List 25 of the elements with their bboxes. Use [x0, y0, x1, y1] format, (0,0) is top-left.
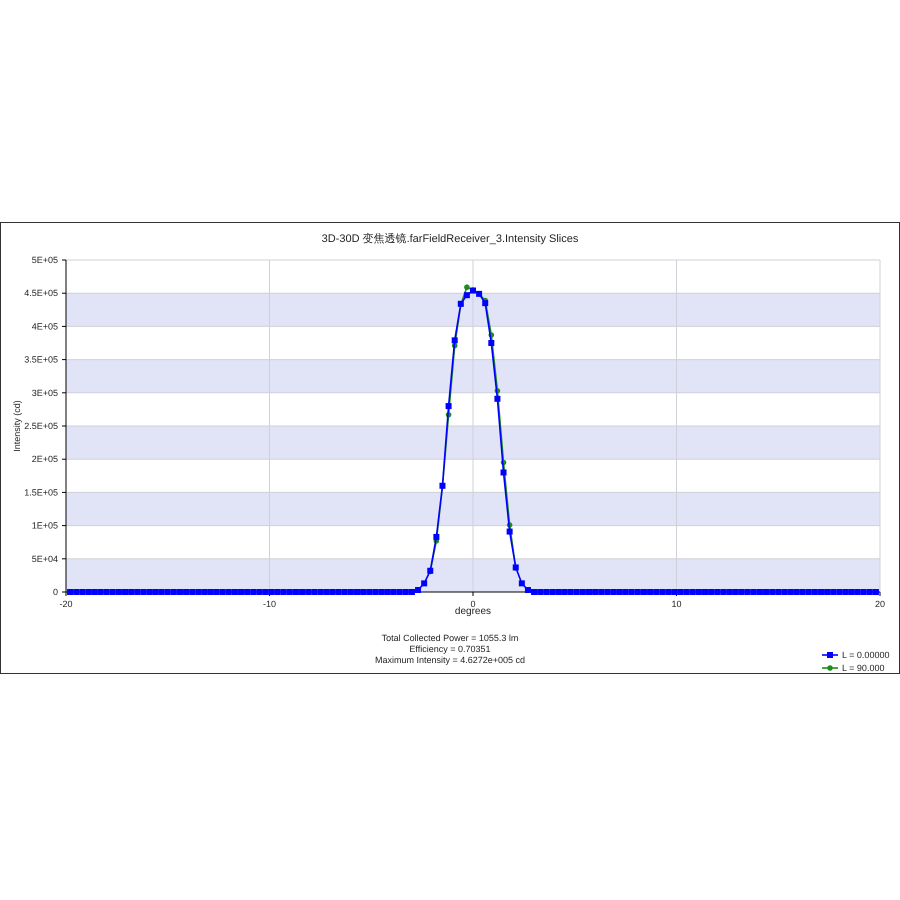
x-tick-label: -20 [59, 599, 73, 609]
y-tick-label: 3.5E+05 [24, 354, 58, 365]
legend-label: L = 0.00000 [842, 650, 890, 660]
x-tick-label: -10 [262, 599, 276, 609]
text: Efficiency = 0.70351 [409, 644, 491, 654]
text: Total Collected Power = 1055.3 lm [382, 633, 518, 643]
y-axis-title: Intensity (cd) [12, 400, 22, 452]
text: Maximum Intensity = 4.6272e+005 cd [374, 655, 526, 665]
y-tick-label: 0 [52, 587, 58, 597]
x-axis-title: degrees [454, 606, 492, 617]
x-tick-label: 0 [470, 599, 476, 609]
x-tick-label: 10 [671, 599, 682, 609]
y-tick-label: 1.5E+05 [24, 487, 58, 498]
y-tick-label: 3E+05 [32, 388, 58, 398]
y-tick-label: 5E+04 [32, 554, 58, 564]
y-tick-label: 4.5E+05 [24, 288, 58, 298]
y-tick-label: 4E+05 [32, 321, 58, 332]
legend-label: L = 90.000 [842, 663, 884, 673]
y-tick-label: 2E+05 [32, 454, 58, 464]
y-tick-label: 2.5E+05 [24, 421, 58, 431]
y-tick-label: 5E+05 [32, 255, 58, 265]
chart-title: 3D-30D 变焦透镜.farFieldReceiver_3.Intensity Slices [322, 232, 579, 245]
x-tick-label: 20 [874, 599, 886, 609]
point [464, 284, 470, 290]
y-tick-label: 1E+05 [32, 520, 58, 531]
